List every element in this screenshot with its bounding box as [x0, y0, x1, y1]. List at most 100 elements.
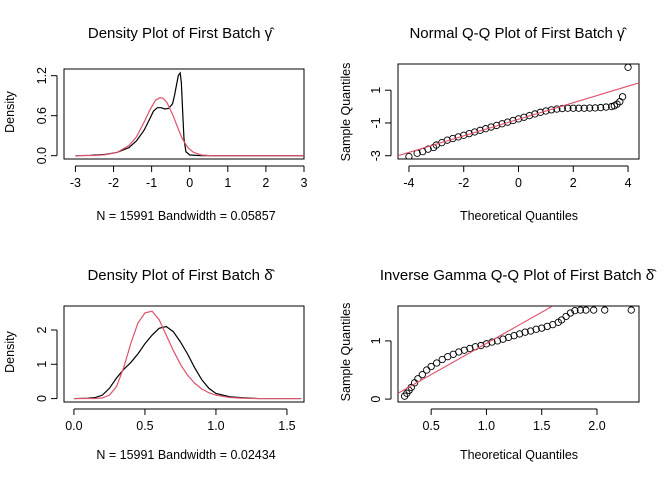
- qq-point: [438, 355, 446, 364]
- qq-point: [405, 152, 413, 159]
- panel-3-xlabel: N = 15991 Bandwidth = 0.02434: [96, 448, 275, 462]
- qq-point: [542, 107, 550, 115]
- x-tick-label: 1.0: [478, 419, 495, 433]
- data-layer: [398, 64, 639, 159]
- panel-3-title: Density Plot of First Batch δ̂: [87, 267, 275, 284]
- qq-point: [531, 110, 539, 118]
- qq-point: [564, 104, 572, 112]
- qq-point: [618, 93, 627, 101]
- x-tick-label: 2.0: [588, 419, 605, 433]
- qq-point: [627, 306, 635, 314]
- qq-point: [616, 98, 624, 106]
- x-tick-label: 1.5: [533, 419, 550, 433]
- qq-point: [582, 306, 590, 314]
- panel-1: Density Plot of First Batch γ̂ N = 15991…: [3, 25, 308, 223]
- x-tick-label: 4: [625, 176, 632, 190]
- qq-point: [569, 104, 577, 112]
- panel-1-plot-area: -3 -2 -1 0 1 2 3 0.0 0.6 1.2: [35, 67, 308, 190]
- panel-4-title: Inverse Gamma Q-Q Plot of First Batch δ̂: [380, 267, 657, 284]
- panel-2: Normal Q-Q Plot of First Batch γ̂ Theore…: [339, 25, 640, 223]
- x-tick-label: 2: [570, 176, 577, 190]
- qq-point: [520, 113, 528, 121]
- panel-3-ylabel: Density: [3, 330, 17, 372]
- x-tick-label: 1: [224, 176, 231, 190]
- density-line-red: [75, 97, 304, 157]
- y-tick-label: -3: [369, 150, 383, 161]
- x-tick-label: 0.5: [136, 419, 153, 433]
- qq-point: [566, 309, 575, 317]
- x-tick-label: -1: [146, 176, 157, 190]
- panel-3-title-symbol: δ̂: [264, 267, 275, 284]
- y-tick-label: 1.2: [35, 67, 49, 84]
- panel-2-ylabel: Sample Quantiles: [339, 63, 353, 162]
- y-tick-label: 0: [35, 395, 49, 402]
- plot-frame: [397, 63, 640, 160]
- qq-point: [532, 325, 540, 333]
- density-line-black: [73, 325, 302, 400]
- qq-point: [521, 328, 529, 336]
- x-tick-label: 0.5: [422, 419, 439, 433]
- qq-point: [571, 307, 579, 315]
- x-tick-label: -3: [70, 176, 81, 190]
- y-tick-label: 2: [35, 326, 49, 333]
- qq-point: [424, 145, 432, 153]
- plot-frame: [397, 305, 640, 403]
- qq-point: [427, 362, 435, 371]
- x-tick-label: 1.5: [278, 419, 295, 433]
- density-line-red: [73, 310, 302, 400]
- y-tick-label: 0: [369, 396, 383, 403]
- plot-frame: [63, 305, 305, 403]
- qq-point: [536, 108, 545, 116]
- panel-2-title-symbol: γ̂: [617, 25, 628, 42]
- panel-4-xlabel: Theoretical Quantiles: [460, 448, 578, 462]
- plot-frame: [63, 68, 305, 160]
- x-tick-label: 1.0: [207, 419, 224, 433]
- qq-point: [580, 104, 588, 112]
- qq-reference-line: [398, 82, 639, 157]
- qq-point: [558, 104, 566, 113]
- x-tick-label: 0: [186, 176, 193, 190]
- qq-point: [575, 104, 583, 112]
- x-tick-label: 0.0: [65, 419, 82, 433]
- qq-point: [525, 111, 534, 120]
- qq-point: [602, 103, 610, 111]
- y-tick-label: 1: [35, 361, 49, 368]
- panel-4-title-symbol: δ̂: [646, 267, 657, 284]
- x-tick-label: 2: [262, 176, 269, 190]
- x-tick-label: -4: [403, 176, 414, 190]
- panel-1-xlabel: N = 15991 Bandwidth = 0.05857: [96, 209, 275, 223]
- qq-point: [562, 312, 570, 321]
- data-layer: [73, 310, 302, 400]
- qq-reference-line: [398, 306, 554, 394]
- panel-2-plot-area: -4 -2 0 2 4 -3 -1 1: [369, 63, 640, 190]
- y-tick-label: 0.0: [35, 147, 49, 164]
- density-line-black: [75, 71, 304, 157]
- qq-point: [597, 103, 605, 112]
- y-tick-label: -1: [369, 117, 383, 128]
- panel-2-xlabel: Theoretical Quantiles: [460, 209, 578, 223]
- qq-point: [590, 306, 598, 314]
- qq-point: [586, 104, 594, 112]
- panel-4-plot-area: 0.5 1.0 1.5 2.0 0 1: [369, 305, 640, 433]
- qq-point: [418, 371, 426, 379]
- panel-3-plot-area: 0.0 0.5 1.0 1.5 0 1 2: [35, 305, 305, 433]
- panel-1-title-symbol: γ̂: [265, 25, 276, 42]
- qq-point: [601, 306, 609, 314]
- data-layer: [398, 306, 635, 400]
- y-tick-label: 0.6: [35, 107, 49, 124]
- data-layer: [75, 71, 304, 157]
- y-tick-label: 1: [369, 337, 383, 344]
- panel-1-title: Density Plot of First Batch γ̂: [88, 25, 275, 42]
- qq-point: [433, 359, 441, 367]
- x-tick-label: 0: [515, 176, 522, 190]
- panel-4-ylabel: Sample Quantiles: [339, 303, 353, 402]
- panel-1-ylabel: Density: [3, 90, 17, 132]
- panel-4: Inverse Gamma Q-Q Plot of First Batch δ̂…: [339, 267, 657, 462]
- qq-point: [423, 366, 431, 374]
- y-tick-label: 1: [369, 87, 383, 94]
- x-tick-label: -2: [108, 176, 119, 190]
- panel-2-title: Normal Q-Q Plot of First Batch γ̂: [409, 25, 627, 42]
- panel-3: Density Plot of First Batch δ̂ N = 15991…: [3, 267, 305, 462]
- x-tick-label: -2: [458, 176, 469, 190]
